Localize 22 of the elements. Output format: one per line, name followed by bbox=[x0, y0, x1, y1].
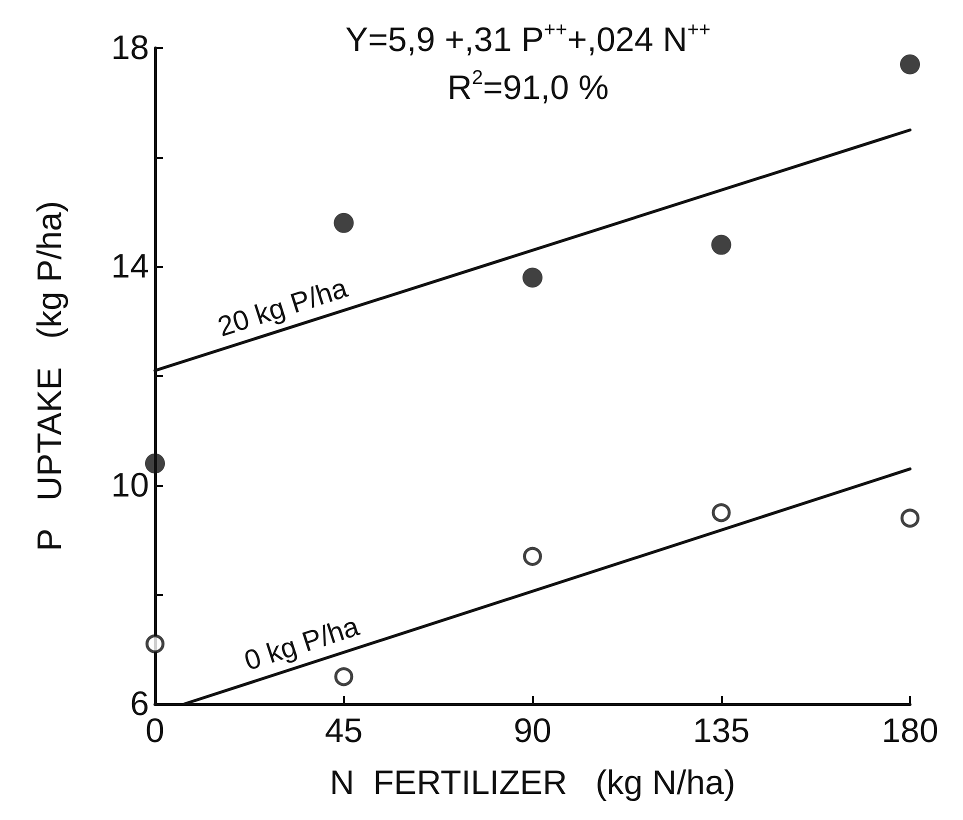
text: 20 kg P/ha bbox=[214, 272, 352, 342]
x-tick-label: 90 bbox=[514, 712, 552, 750]
point bbox=[522, 268, 542, 288]
point bbox=[712, 503, 731, 522]
x-tick-label: 135 bbox=[692, 712, 750, 750]
x-tick-label: 180 bbox=[882, 712, 938, 750]
text: 0 kg P/ha bbox=[240, 610, 363, 676]
y-tick-label: 14 bbox=[111, 248, 149, 286]
x-axis-title: N FERTILIZER (kg N/ha) bbox=[330, 764, 736, 802]
y-axis-title: P UPTAKE (kg P/ha) bbox=[31, 200, 69, 552]
point bbox=[711, 234, 732, 255]
y-tick-label: 10 bbox=[111, 466, 149, 504]
point bbox=[334, 212, 354, 233]
annotation: Y=5,9 +,31 P+++,024 N++ bbox=[345, 19, 711, 59]
point bbox=[146, 634, 164, 654]
point bbox=[900, 508, 920, 528]
x-tick-label: 45 bbox=[324, 712, 363, 750]
point bbox=[334, 667, 354, 686]
point bbox=[523, 546, 542, 566]
y-tick-label: 18 bbox=[111, 29, 149, 67]
point bbox=[145, 453, 165, 474]
point bbox=[900, 54, 920, 74]
